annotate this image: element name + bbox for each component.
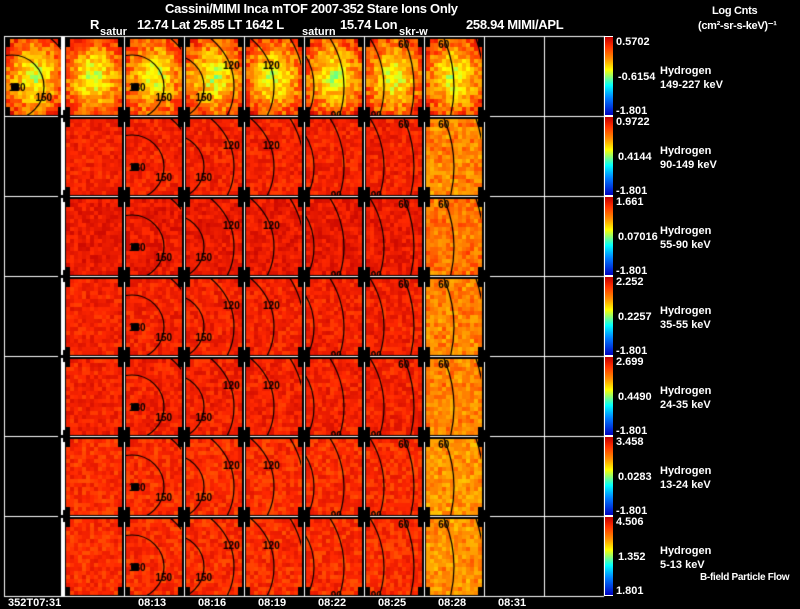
colorbar-max: 1.661 <box>616 196 644 208</box>
species-label: Hydrogen <box>660 305 712 317</box>
species-label: Hydrogen <box>660 465 712 477</box>
energy-label: 5-13 keV <box>660 559 705 571</box>
row-label: Hydrogen 35-55 keV <box>660 304 711 332</box>
colorbar <box>604 356 613 436</box>
row-label: Hydrogen 149-227 keV <box>660 64 723 92</box>
species-label: Hydrogen <box>660 145 712 157</box>
energy-label: 24-35 keV <box>660 399 711 411</box>
time-tick: 08:13 <box>138 597 167 609</box>
row-label: Hydrogen 5-13 keV <box>660 544 711 572</box>
colorbar <box>604 276 613 356</box>
panel-label: saturn <box>302 26 336 38</box>
energy-label: 90-149 keV <box>660 159 717 171</box>
colorbar-mid: 0.2257 <box>618 311 652 323</box>
colorbar-max: 2.252 <box>616 276 644 288</box>
r-label: R <box>90 17 100 32</box>
row-label: Hydrogen 24-35 keV <box>660 384 711 412</box>
footer-note: B-field Particle Flow <box>700 572 790 583</box>
row-label: Hydrogen 55-90 keV <box>660 224 711 252</box>
units-line1: Log Cnts <box>712 5 758 17</box>
time-tick: 352T07:31 <box>8 597 62 609</box>
row-label: Hydrogen 90-149 keV <box>660 144 717 172</box>
time-tick: 08:28 <box>438 597 467 609</box>
species-label: Hydrogen <box>660 385 712 397</box>
species-label: Hydrogen <box>660 65 712 77</box>
time-tick: 08:25 <box>378 597 407 609</box>
colorbar-min: -1.801 <box>616 185 648 197</box>
row-label: Hydrogen 13-24 keV <box>660 464 711 492</box>
lon-label: 15.74 Lon <box>340 17 398 32</box>
units-line2: (cm²-sr-s-keV)⁻¹ <box>698 20 777 32</box>
energy-label: 149-227 keV <box>660 79 723 91</box>
energy-label: 13-24 keV <box>660 479 711 491</box>
colorbar-min: -1.801 <box>616 345 648 357</box>
colorbar-max: 4.506 <box>616 516 644 528</box>
colorbar-min: -1.801 <box>616 265 648 277</box>
panel-label: skr-w <box>399 26 428 38</box>
colorbar-max: 0.9722 <box>616 116 650 128</box>
colorbar-min: -1.801 <box>616 425 648 437</box>
colorbar <box>604 196 613 276</box>
colorbar <box>604 36 613 116</box>
plot-title: Cassini/MIMI Inca mTOF 2007-352 Stare Io… <box>165 1 458 16</box>
colorbar <box>604 116 613 196</box>
colorbar-mid: 0.4144 <box>618 151 652 163</box>
time-tick: 08:16 <box>198 597 227 609</box>
lon-value: 258.94 MIMI/APL <box>466 17 564 32</box>
colorbar-min: 1.801 <box>616 585 644 597</box>
time-tick: 08:31 <box>498 597 527 609</box>
colorbar <box>604 516 613 596</box>
colorbar-min: -1.801 <box>616 105 648 117</box>
colorbar-mid: 0.4490 <box>618 391 652 403</box>
time-tick: 08:19 <box>258 597 287 609</box>
colorbar-mid: 1.352 <box>618 551 646 563</box>
colorbar-mid: -0.6154 <box>618 71 656 83</box>
colorbar <box>604 436 613 516</box>
colorbar-mid: 0.0283 <box>618 471 652 483</box>
species-label: Hydrogen <box>660 545 712 557</box>
panel-label: satur <box>100 26 127 38</box>
colorbar-min: -1.801 <box>616 505 648 517</box>
r-lat-lt-l: 12.74 Lat 25.85 LT 1642 L <box>137 17 284 32</box>
colorbar-max: 2.699 <box>616 356 644 368</box>
energy-label: 55-90 keV <box>660 239 711 251</box>
time-tick: 08:22 <box>318 597 347 609</box>
colorbar-mid: 0.07016 <box>618 231 658 243</box>
colorbar-max: 0.5702 <box>616 36 650 48</box>
colorbar-max: 3.458 <box>616 436 644 448</box>
species-label: Hydrogen <box>660 225 712 237</box>
energy-label: 35-55 keV <box>660 319 711 331</box>
